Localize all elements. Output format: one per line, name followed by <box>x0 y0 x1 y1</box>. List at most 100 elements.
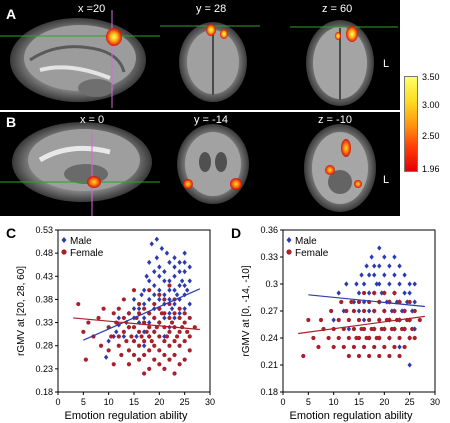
data-point-female <box>387 335 392 341</box>
x-tick-label: 30 <box>205 397 215 407</box>
data-point-female <box>311 335 316 341</box>
data-point-female <box>301 353 306 359</box>
data-point-female <box>402 308 407 314</box>
data-point-female <box>351 326 357 332</box>
data-point-male <box>397 263 402 269</box>
data-point-male <box>167 287 172 293</box>
y-tick-label: 0.53 <box>35 225 53 235</box>
data-point-female <box>177 362 182 367</box>
data-point-female <box>392 326 397 332</box>
data-point-female <box>76 301 81 307</box>
data-point-female <box>346 317 351 323</box>
coronal-slice-a <box>160 22 260 102</box>
data-point-male <box>147 259 152 265</box>
panel-letter-d: D <box>231 225 241 241</box>
activation-blob <box>106 28 122 46</box>
data-point-female <box>116 343 121 348</box>
data-point-male <box>172 264 177 270</box>
data-point-male <box>172 287 177 293</box>
data-point-female <box>126 311 132 316</box>
data-point-male <box>407 362 412 368</box>
data-point-female <box>361 326 367 332</box>
data-point-male <box>136 306 142 312</box>
x-tick-label: 20 <box>154 397 164 407</box>
data-point-female <box>167 315 172 321</box>
data-point-female <box>142 338 147 344</box>
x-tick-label: 10 <box>104 397 114 407</box>
data-point-male <box>174 292 180 298</box>
data-point-female <box>86 320 91 325</box>
data-point-male <box>162 315 167 321</box>
y-tick-label: 0.48 <box>35 248 53 258</box>
data-point-female <box>152 315 157 321</box>
activation-blob <box>335 32 341 40</box>
data-point-male <box>152 292 157 298</box>
data-point-female <box>336 317 341 323</box>
data-point-female <box>392 344 397 350</box>
data-point-male <box>131 296 137 303</box>
activation-blob <box>354 180 362 188</box>
data-point-female <box>106 348 111 353</box>
data-point-male <box>141 329 147 335</box>
data-point-male <box>346 326 352 332</box>
data-point-male <box>134 333 139 340</box>
data-point-female <box>152 329 157 334</box>
data-point-male <box>187 301 192 307</box>
data-point-female <box>167 283 172 288</box>
trend-line-male <box>83 288 201 341</box>
colorbar-tick: 2.50 <box>422 131 440 141</box>
data-point-female <box>356 317 362 323</box>
data-point-female <box>326 335 331 341</box>
y-tick-label: 0.23 <box>35 364 53 374</box>
data-point-female <box>185 329 190 334</box>
data-point-male <box>141 287 147 293</box>
data-point-female <box>177 315 182 321</box>
data-point-female <box>349 299 354 305</box>
data-point-male <box>182 269 187 275</box>
data-point-male <box>412 281 417 287</box>
data-point-female <box>149 338 154 344</box>
y-tick-label: 0.18 <box>35 387 53 397</box>
data-point-female <box>367 317 372 323</box>
data-point-female <box>162 352 167 358</box>
data-point-female <box>116 306 121 311</box>
data-point-male <box>154 236 159 242</box>
legend-marker-female <box>61 249 67 255</box>
data-point-male <box>397 344 402 350</box>
data-point-male <box>121 333 127 340</box>
data-point-female <box>182 357 187 362</box>
legend-marker-male <box>286 237 292 243</box>
colorbar-tick: 1.96 <box>422 164 440 174</box>
data-point-male <box>387 281 392 287</box>
data-point-male <box>172 301 177 307</box>
data-point-male <box>144 273 149 279</box>
data-point-male <box>159 245 165 252</box>
data-point-female <box>121 329 126 334</box>
data-point-male <box>336 290 341 296</box>
data-point-female <box>382 308 387 314</box>
data-point-female <box>341 344 346 350</box>
data-point-male <box>372 263 377 269</box>
data-point-male <box>177 310 182 316</box>
data-point-male <box>359 272 364 278</box>
data-point-female <box>372 308 377 314</box>
sagittal-slice-b <box>0 122 160 216</box>
data-point-male <box>412 326 417 332</box>
data-point-female <box>147 325 152 330</box>
data-point-male <box>182 282 187 289</box>
data-point-female <box>356 299 362 305</box>
data-point-female <box>162 366 167 371</box>
colorbar: 3.50 3.00 2.50 1.96 <box>398 72 450 176</box>
coord-label-coronal-b: y = -14 <box>194 114 228 126</box>
orientation-label-b: L <box>383 174 390 186</box>
x-tick-label: 10 <box>329 397 339 407</box>
data-point-female <box>339 299 344 305</box>
data-point-female <box>142 320 147 325</box>
brain-row-a-images <box>0 10 398 108</box>
data-point-female <box>402 326 407 332</box>
data-point-male <box>172 255 177 261</box>
data-point-female <box>397 353 402 359</box>
data-point-female <box>157 292 162 297</box>
data-point-male <box>382 254 387 260</box>
